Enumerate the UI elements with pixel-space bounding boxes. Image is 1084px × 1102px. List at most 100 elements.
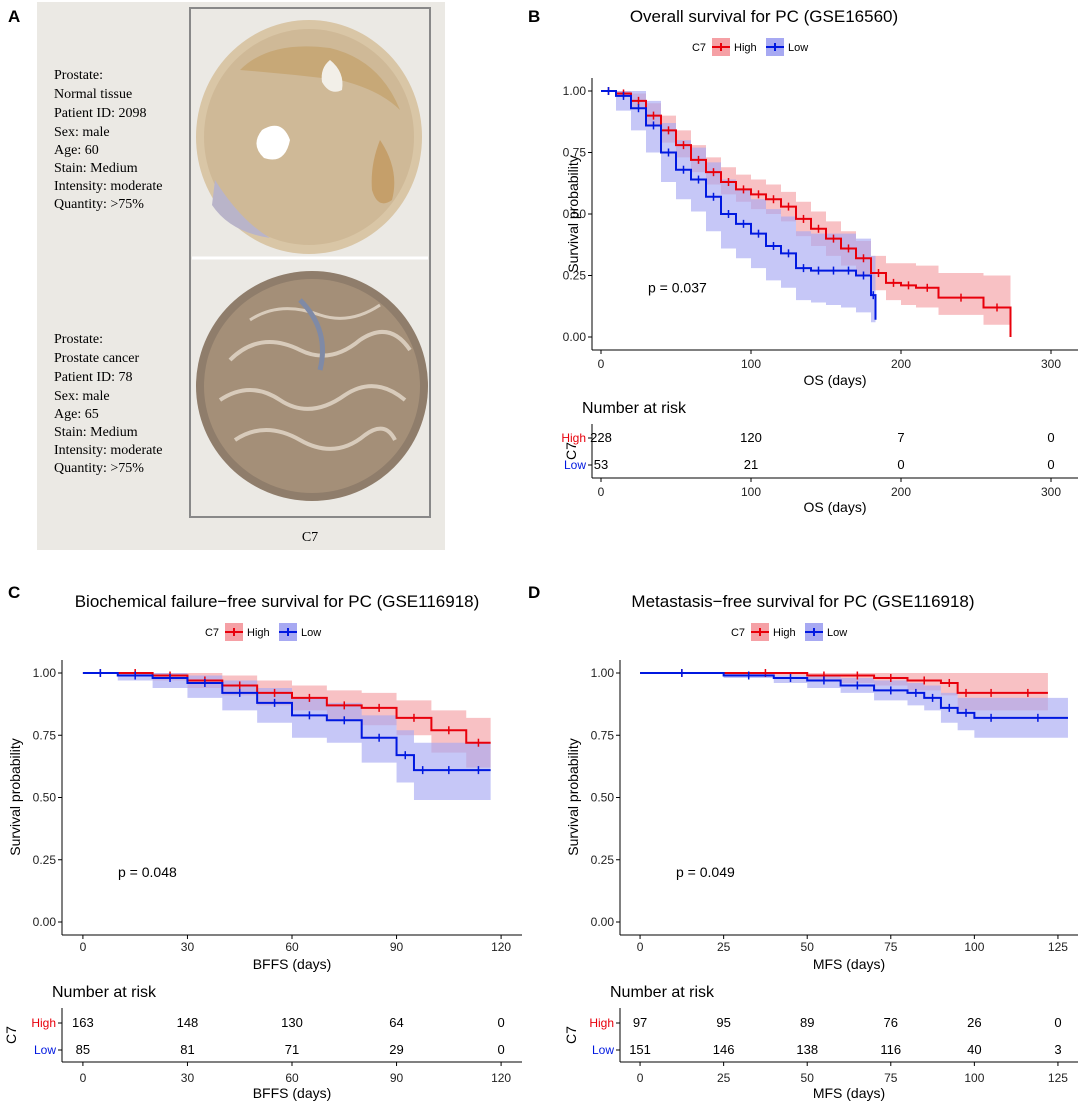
gene-label: C7	[302, 530, 318, 545]
y-tick-label: 1.00	[33, 666, 57, 680]
normal-tissue-info: Prostate: Normal tissue Patient ID: 2098…	[54, 68, 162, 212]
risk-count: 26	[967, 1015, 981, 1030]
x-tick-label: 0	[637, 940, 644, 954]
risk-row-label-high: High	[589, 1016, 614, 1030]
legend-label-low: Low	[827, 627, 847, 639]
y-tick-label: 0.50	[591, 791, 615, 805]
risk-table-title: Number at risk	[52, 984, 157, 1001]
x-axis-label: BFFS (days)	[253, 956, 332, 972]
risk-count: 7	[897, 430, 904, 445]
risk-count: 0	[1047, 457, 1054, 472]
p-value: p = 0.037	[648, 280, 707, 296]
cancer-info-line: Sex: male	[54, 389, 110, 404]
risk-x-tick-label: 90	[390, 1071, 404, 1085]
x-tick-label: 200	[891, 357, 911, 371]
confidence-band-low	[640, 673, 1068, 738]
risk-count: 151	[629, 1042, 651, 1057]
normal-info-line: Stain: Medium	[54, 161, 138, 176]
risk-x-tick-label: 0	[637, 1071, 644, 1085]
panel-label-a: A	[8, 7, 20, 26]
normal-info-line: Patient ID: 2098	[54, 106, 147, 121]
cancer-info-line: Age: 65	[54, 407, 99, 422]
risk-count: 116	[880, 1042, 901, 1057]
risk-count: 0	[497, 1015, 504, 1030]
risk-count: 0	[1054, 1015, 1061, 1030]
risk-count: 138	[796, 1042, 818, 1057]
risk-count: 29	[389, 1042, 403, 1057]
risk-x-axis-label: BFFS (days)	[253, 1085, 332, 1101]
cancer-info-line: Prostate cancer	[54, 351, 139, 366]
legend-label-high: High	[247, 627, 270, 639]
legend-title: C7	[205, 627, 219, 639]
risk-count: 97	[633, 1015, 647, 1030]
risk-count: 53	[594, 457, 608, 472]
risk-count: 71	[285, 1042, 299, 1057]
risk-count: 0	[497, 1042, 504, 1057]
panel-b: B Overall survival for PC (GSE16560)C7 Hig…	[528, 7, 1078, 515]
normal-info-line: Quantity: >75%	[54, 197, 144, 212]
survival-curve-low	[82, 672, 491, 772]
risk-x-tick-label: 100	[964, 1071, 984, 1085]
risk-count: 0	[1047, 430, 1054, 445]
risk-count: 89	[800, 1015, 814, 1030]
legend-label-low: Low	[788, 42, 808, 54]
risk-table-title: Number at risk	[610, 984, 715, 1001]
y-tick-label: 0.00	[591, 915, 615, 929]
risk-row-label-low: Low	[564, 458, 586, 472]
prostate-cancer-core-image	[196, 271, 428, 501]
chart-title: Biochemical failure−free survival for PC…	[75, 592, 480, 611]
chart-title: Overall survival for PC (GSE16560)	[630, 7, 898, 26]
risk-strata-label: C7	[563, 1026, 579, 1044]
legend-label-low: Low	[301, 627, 321, 639]
y-tick-label: 0.00	[33, 915, 57, 929]
cancer-info-line: Intensity: moderate	[54, 443, 162, 458]
y-tick-label: 0.25	[591, 853, 615, 867]
risk-strata-label: C7	[3, 1026, 19, 1044]
risk-count: 64	[389, 1015, 403, 1030]
risk-x-tick-label: 60	[285, 1071, 299, 1085]
risk-count: 81	[180, 1042, 194, 1057]
x-axis-label: MFS (days)	[813, 956, 885, 972]
y-axis-label: Survival probability	[7, 738, 23, 856]
y-tick-label: 0.75	[563, 146, 587, 160]
risk-count: 3	[1054, 1042, 1061, 1057]
x-tick-label: 50	[801, 940, 815, 954]
confidence-band-low	[82, 673, 491, 800]
risk-row-label-low: Low	[34, 1043, 56, 1057]
panel-label: B	[528, 7, 540, 26]
risk-count: 120	[740, 430, 762, 445]
risk-x-tick-label: 200	[891, 485, 911, 499]
x-tick-label: 120	[491, 940, 511, 954]
p-value: p = 0.048	[118, 864, 177, 880]
y-tick-label: 1.00	[591, 666, 615, 680]
risk-table-title: Number at risk	[582, 400, 687, 417]
y-tick-label: 0.25	[563, 269, 587, 283]
survival-curve-low	[601, 90, 877, 320]
risk-count: 76	[884, 1015, 898, 1030]
risk-x-tick-label: 25	[717, 1071, 731, 1085]
confidence-band-high	[82, 673, 491, 768]
y-tick-label: 0.25	[33, 853, 57, 867]
confidence-band-low	[601, 91, 876, 337]
risk-x-tick-label: 50	[801, 1071, 815, 1085]
risk-count: 228	[590, 430, 612, 445]
x-tick-label: 60	[285, 940, 299, 954]
risk-x-tick-label: 0	[598, 485, 605, 499]
x-tick-label: 25	[717, 940, 731, 954]
risk-count: 0	[897, 457, 904, 472]
cancer-info-line: Stain: Medium	[54, 425, 138, 440]
y-tick-label: 0.00	[563, 330, 587, 344]
risk-count: 163	[72, 1015, 94, 1030]
risk-x-axis-label: MFS (days)	[813, 1085, 885, 1101]
x-tick-label: 30	[181, 940, 195, 954]
panel-c: C Biochemical failure−free survival for P…	[3, 583, 522, 1101]
y-tick-label: 0.50	[33, 791, 57, 805]
risk-count: 95	[716, 1015, 730, 1030]
risk-count: 21	[744, 457, 758, 472]
x-tick-label: 100	[741, 357, 761, 371]
normal-info-line: Intensity: moderate	[54, 179, 162, 194]
normal-info-line: Age: 60	[54, 143, 99, 158]
x-tick-label: 300	[1041, 357, 1061, 371]
y-tick-label: 0.75	[591, 728, 615, 742]
